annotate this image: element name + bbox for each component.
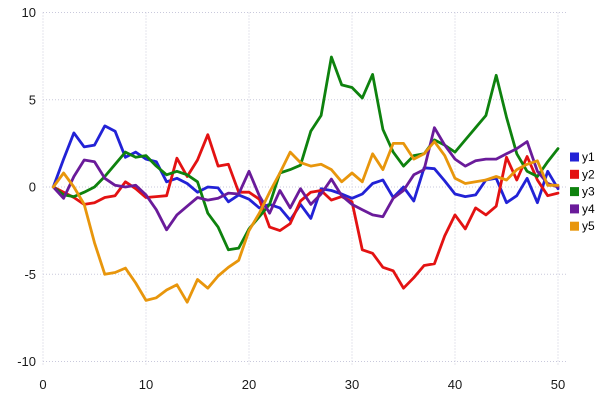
x-tick-label-0: 0 <box>39 377 46 392</box>
x-axis-tick-labels: 0 10 20 30 40 50 <box>39 377 565 392</box>
y-tick-label-10: 10 <box>22 5 36 20</box>
legend-swatch-y4 <box>570 204 579 214</box>
data-series <box>51 55 560 304</box>
legend-label-y4: y4 <box>582 202 595 216</box>
series-y4-line <box>51 126 560 232</box>
legend-swatch-y5 <box>570 221 579 231</box>
y-tick-label-5: 5 <box>29 92 36 107</box>
x-tick-label-30: 30 <box>345 377 359 392</box>
x-tick-label-40: 40 <box>448 377 462 392</box>
chart-legend: y1 y2 y3 y4 y5 <box>570 150 595 233</box>
x-tick-label-10: 10 <box>139 377 153 392</box>
legend-swatch-y3 <box>570 187 579 197</box>
y-tick-label--5: -5 <box>24 267 36 282</box>
y-tick-label--10: -10 <box>17 354 36 369</box>
series-y5-line <box>51 140 560 304</box>
x-tick-label-50: 50 <box>551 377 565 392</box>
legend-label-y5: y5 <box>582 219 595 233</box>
legend-label-y1: y1 <box>582 150 595 164</box>
legend-label-y3: y3 <box>582 185 595 199</box>
legend-swatch-y2 <box>570 169 579 179</box>
legend-label-y2: y2 <box>582 167 595 181</box>
x-tick-label-20: 20 <box>242 377 256 392</box>
legend-swatch-y1 <box>570 152 579 162</box>
series-y3-line <box>51 55 560 252</box>
y-axis-tick-labels: -10 -5 0 5 10 <box>17 5 36 369</box>
series-y1-line <box>51 124 560 222</box>
y-tick-label-0: 0 <box>29 180 36 195</box>
